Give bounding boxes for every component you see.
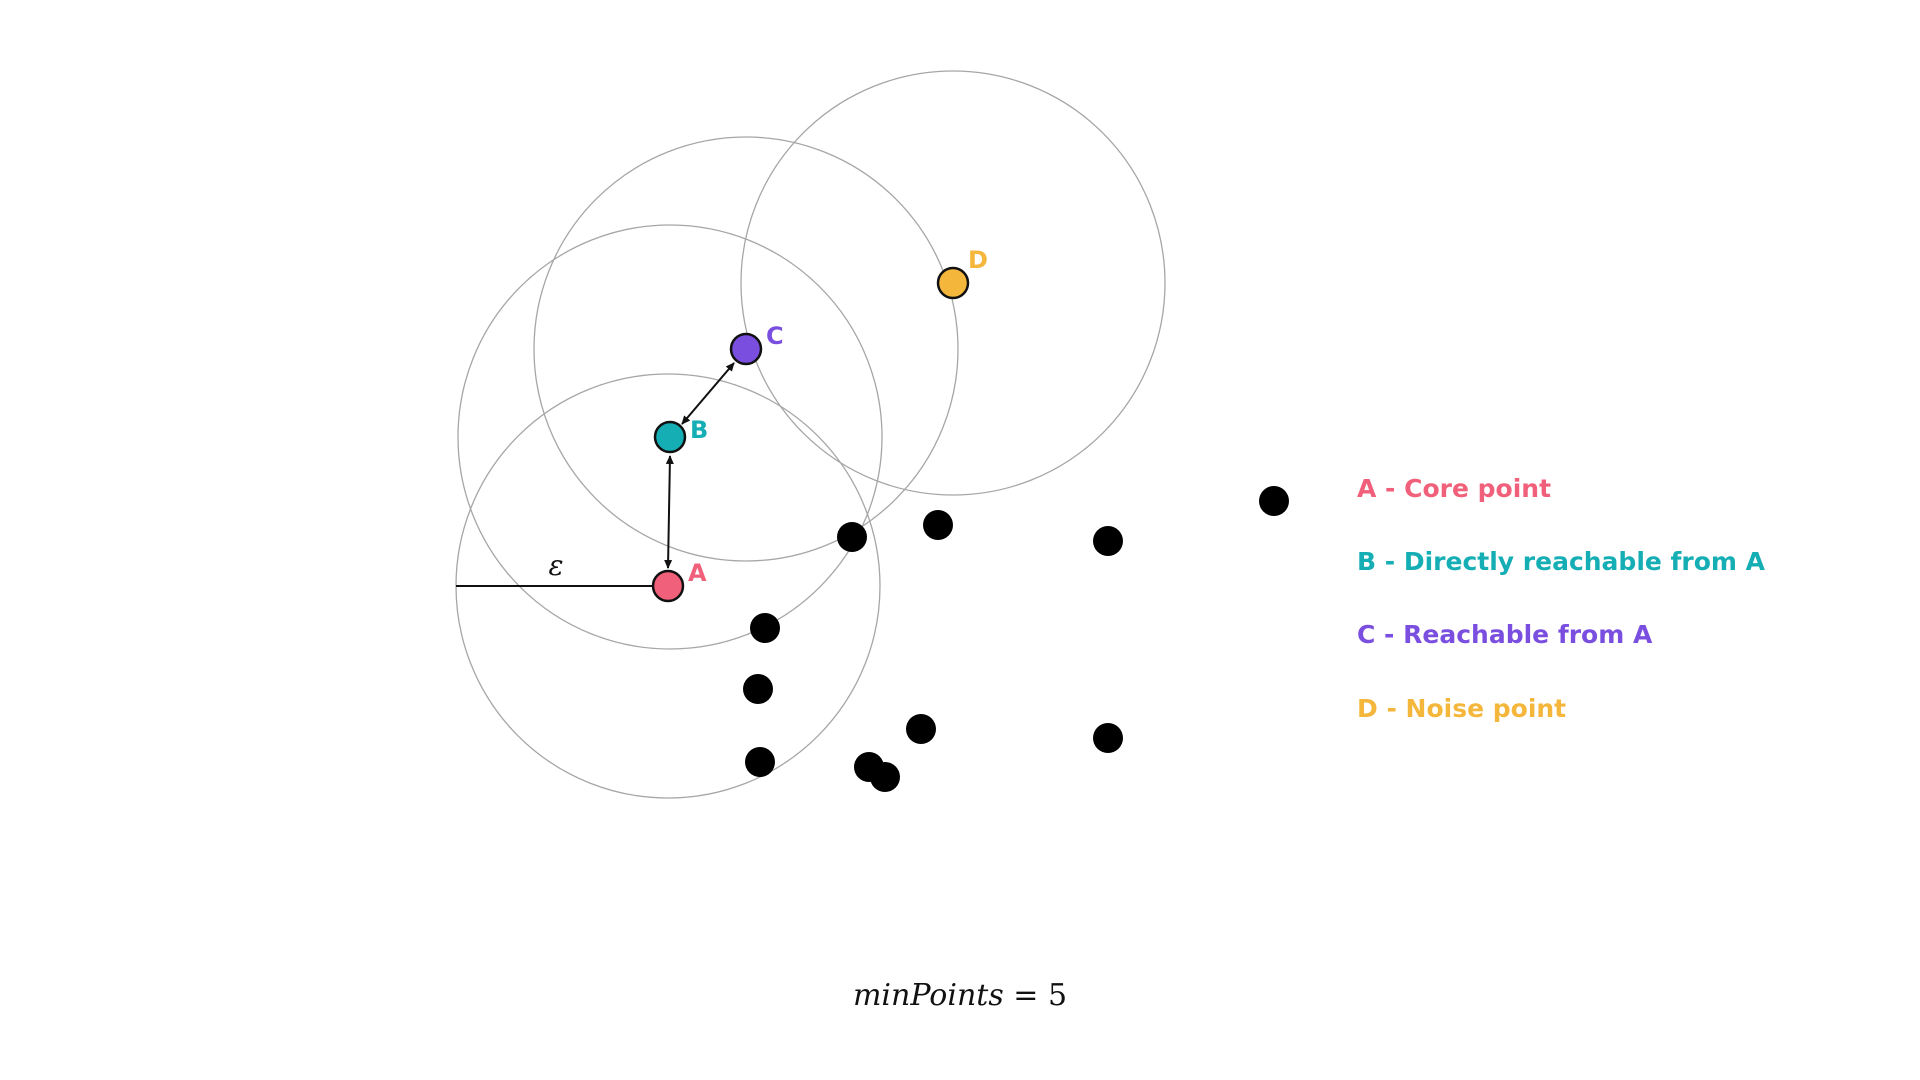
point-d — [938, 268, 968, 298]
point-a — [653, 571, 683, 601]
point-b-label: B — [690, 416, 708, 444]
data-point — [906, 714, 936, 744]
data-point — [870, 762, 900, 792]
arrow-b-to-c — [682, 363, 734, 424]
formula-operator: = — [1013, 978, 1038, 1013]
arrow-a-to-b — [668, 456, 670, 568]
data-point — [750, 613, 780, 643]
formula-value: 5 — [1048, 978, 1067, 1013]
data-point — [837, 522, 867, 552]
legend-item-directly-reachable: B - Directly reachable from A — [1357, 547, 1765, 576]
data-point — [743, 674, 773, 704]
data-point — [1259, 486, 1289, 516]
formula-variable: minPoints — [853, 978, 1004, 1013]
point-b — [655, 422, 685, 452]
data-point — [1093, 723, 1123, 753]
point-a-label: A — [688, 559, 707, 587]
legend-item-core-point: A - Core point — [1357, 474, 1551, 503]
data-point — [745, 747, 775, 777]
legend-item-noise-point: D - Noise point — [1357, 694, 1566, 723]
legend-item-reachable: C - Reachable from A — [1357, 620, 1652, 649]
point-c-label: C — [766, 322, 784, 350]
data-point — [923, 510, 953, 540]
data-point — [1093, 526, 1123, 556]
epsilon-label: ε — [548, 549, 563, 582]
min-points-formula: minPoints = 5 — [0, 978, 1920, 1013]
point-d-label: D — [968, 246, 988, 274]
point-c — [731, 334, 761, 364]
